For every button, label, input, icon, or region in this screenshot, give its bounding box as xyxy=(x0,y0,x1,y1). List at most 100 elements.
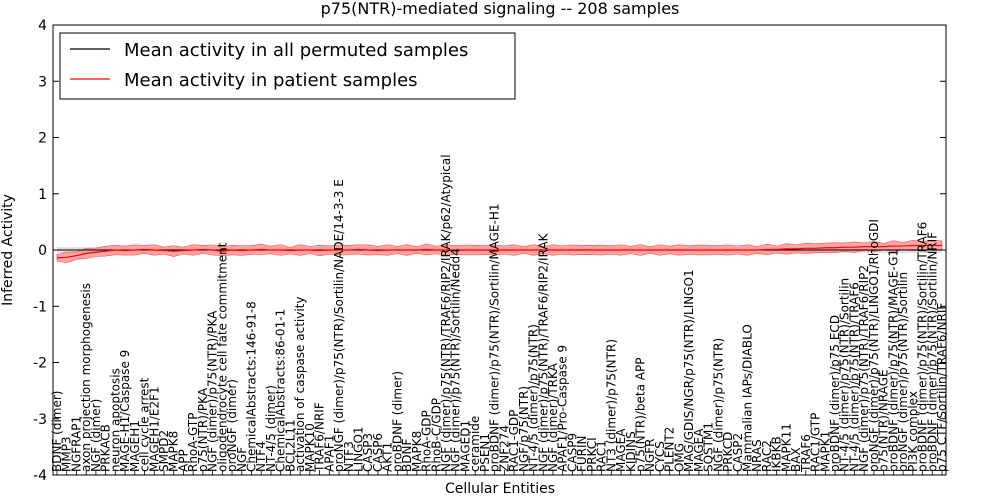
x-tick-label: NTF3 xyxy=(342,441,356,472)
x-tick-label: MAGEA xyxy=(614,428,628,472)
legend-patient-label: Mean activity in patient samples xyxy=(124,70,418,91)
x-tick-label: oligodendrocyte cell fate commitment xyxy=(215,242,229,472)
x-tick-label: PLENT2 xyxy=(663,427,677,472)
x-tick-label: proBDNF (dimer)/p75(NTR)/Sortilin/TRAF6 xyxy=(916,222,930,472)
x-tick-label: proBDNF (dimer)/p75 ECD xyxy=(828,315,842,472)
x-tick-label: PRKCD xyxy=(721,432,735,472)
legend-box xyxy=(59,32,516,100)
x-tick-label: APP xyxy=(176,449,190,472)
x-tick-label: TRAF6 xyxy=(799,434,813,473)
x-axis-label: Cellular Entities xyxy=(445,481,555,497)
x-tick-label: NT-4/5 (dimer)/p75(NTR) xyxy=(527,324,541,472)
x-tick-label: NGF/p75(NTR) xyxy=(517,386,531,472)
x-tick-label: NGFR xyxy=(643,438,657,472)
x-tick-label: MAGEH1/E2F1 xyxy=(147,386,161,472)
x-tick-label: PRKCI xyxy=(585,437,599,472)
x-tick-label: CASP3 xyxy=(361,433,375,472)
x-tick-label: MAPK1 xyxy=(818,431,832,472)
x-tick-label: AKT1 xyxy=(381,442,395,472)
y-tick-label: -2 xyxy=(33,356,47,372)
x-tick-label: RAC1/GTP xyxy=(809,413,823,472)
x-tick-label: MAGEA xyxy=(692,428,706,472)
y-tick-label: 3 xyxy=(38,74,47,90)
x-tick-label: NGF (dimer)/p75(NTR) xyxy=(711,338,725,472)
x-tick-label: MAGED1 xyxy=(458,420,472,472)
x-tick-label: RAC2 xyxy=(760,440,774,472)
x-tick-label: SQSTM1 xyxy=(702,422,716,472)
x-tick-label: neuron apoptosis xyxy=(108,368,122,472)
x-tick-label: NGFRAP1 xyxy=(69,416,83,472)
x-tick-label: BAX xyxy=(789,447,803,472)
x-tick-label: NGF (dimer) xyxy=(89,399,103,472)
x-tick-label: NRAS xyxy=(750,439,764,472)
x-tick-label: proNGF (dimer) xyxy=(225,379,239,472)
x-tick-label: NT-4/5 (dimer) xyxy=(264,385,278,472)
y-tick-label: 0 xyxy=(38,243,47,259)
x-tick-label: NGF (dimer)/p75(NTR)/Sortilin/Nedd4 xyxy=(449,248,463,472)
x-tick-label: IKBKB xyxy=(770,436,784,472)
legend-permuted-label: Mean activity in all permuted samples xyxy=(124,40,468,61)
x-tick-label: MAG/GDIS/NGR/p75(NTR)/LINGO1 xyxy=(682,269,696,472)
x-tick-label: MAPK8 xyxy=(410,431,424,472)
legend: Mean activity in all permuted samples Me… xyxy=(59,32,516,100)
series-line-patient xyxy=(56,244,942,259)
x-tick-label: OMG xyxy=(672,443,686,472)
x-tick-label: RAC1 xyxy=(595,440,609,472)
y-tick-label: -3 xyxy=(33,412,47,428)
x-tick-label: SMPD2 xyxy=(157,430,171,472)
x-tick-label: proBDNF (dimer)/p75(NTR)/Sortilin/MAGE-H… xyxy=(488,203,502,472)
x-tick-label: p75 CTF/Sortilin/TRAF6/NRIF xyxy=(935,303,949,472)
x-tick-label: NT3 (dimer)/p75(NTR) xyxy=(604,339,618,472)
y-tick-label: 4 xyxy=(38,18,47,34)
y-axis-label: Inferred Activity xyxy=(0,194,16,306)
x-tick-label: MAPK10 xyxy=(303,423,317,472)
x-tick-label: CASP9 xyxy=(565,433,579,472)
x-tick-label: NGF (dimer)/p75(NTR)/TRAF6/RIP2 xyxy=(857,265,871,472)
x-tick-label: p75(NTR)/beta APP xyxy=(634,358,648,473)
x-tick-label: KIDINS xyxy=(624,431,638,472)
x-tick-label: NGF (dimer)/p75(NTR)/PKA xyxy=(206,310,220,472)
x-tick-label: proBDNF (dimer) xyxy=(390,371,404,472)
x-tick-label: Mammalian IAPs/DIABLO xyxy=(740,324,754,472)
x-tick-label: APAF1/Pro-Caspase 9 xyxy=(556,345,570,472)
x-tick-label: NTF4 xyxy=(254,441,268,472)
chart-title: p75(NTR)-mediated signaling -- 208 sampl… xyxy=(321,0,680,18)
x-tick-label: BDNF (dimer) xyxy=(50,391,64,473)
y-tick-label: -4 xyxy=(33,468,47,484)
x-tick-label: NGF (dimer)/TRKA xyxy=(546,362,560,472)
y-axis: -4 -3 -2 -1 0 1 2 3 4 xyxy=(33,18,946,484)
x-tick-label: LINGO1 xyxy=(351,426,365,472)
x-tick-label: MAGEH1 xyxy=(128,420,142,472)
x-tick-label: CASP2 xyxy=(731,433,745,472)
x-tick-label: MMP3 xyxy=(60,436,74,472)
x-tick-label: proBDNF (dimer)/p75(NTR)/MAGE-G1 xyxy=(886,249,900,472)
x-tick-label: MAPK11 xyxy=(779,423,793,472)
x-tick-label: PSEN1 xyxy=(478,433,492,472)
x-tick-label: proNGF (dimer)/p75(NTR)/Sortilin/NADE/14… xyxy=(332,179,346,472)
x-tick-label: p75(NTR)/NRAGE xyxy=(877,369,891,472)
x-tick-label: proBDNF (dimer)/p75(NTR)/Sortilin/NRIF xyxy=(925,232,939,472)
x-tick-label: proNGF (dimer)/p75(NTR)/LINGO1/RhoGDI xyxy=(867,219,881,472)
x-tick-label: TRAF6/NRIF xyxy=(313,402,327,473)
y-tick-label: 2 xyxy=(38,131,47,147)
x-tick-label: APAF1 xyxy=(322,435,336,472)
x-tick-label: ceramide xyxy=(468,416,482,472)
x-tick-label: proNGF (dimer)/p75(NTR)/Sortilin xyxy=(896,272,910,472)
x-tick-label: NGF (dimer)/p75(NTR)/TRAF6/RIP2/IRAK/p62… xyxy=(439,154,453,472)
x-tick-label: ChemicalAbstracts:86-01-1 xyxy=(274,309,288,472)
y-tick-label: -1 xyxy=(33,299,47,315)
x-tick-label: RhoB-C/GDP xyxy=(429,398,443,472)
x-tick-label: MAGE-H1/Caspase 9 xyxy=(118,350,132,472)
x-tick-label: NGF (dimer)/p75(NTR)/TRAF6/RIP2/IRAK xyxy=(536,232,550,472)
x-tick-label: CYCS xyxy=(653,441,667,472)
x-tick-label: ZNF274 xyxy=(497,425,511,472)
x-tick-label: activation of caspase activity xyxy=(293,297,307,472)
y-tick-label: 1 xyxy=(38,187,47,203)
x-tick-label: PRKACB xyxy=(99,424,113,472)
x-tick-label: PI3K complex xyxy=(906,391,920,472)
x-tick-label: RhoA-GDP xyxy=(420,410,434,472)
x-tick-label: NT-4/5 (dimer)/p75(NTR)/Sortilin xyxy=(838,278,852,472)
x-tick-label: MAPK8 xyxy=(167,431,181,472)
